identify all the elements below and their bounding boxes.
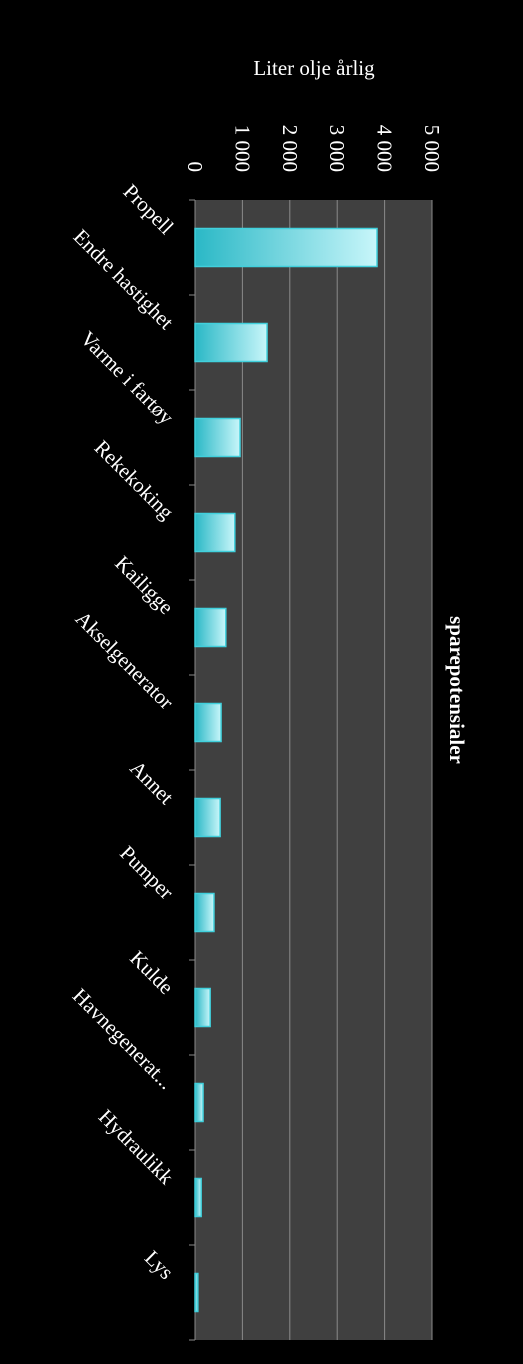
bar [194,892,215,933]
x-tick-label: 4 000 [373,125,397,172]
bar [194,1082,204,1123]
x-tick-label: 2 000 [278,125,302,172]
bar [194,607,227,648]
chart-title: sparepotensialer [445,616,469,764]
bar [194,227,378,268]
x-tick-label: 0 [183,162,207,173]
x-tick-label: 3 000 [325,125,349,172]
bar [194,322,268,363]
x-tick-label: 1 000 [230,125,254,172]
bar [194,702,222,743]
plot-area [195,200,432,1340]
bar [194,512,236,553]
bar [194,797,221,838]
axis-label: Liter olje årlig [253,56,375,80]
bar [194,1272,199,1313]
bar [194,417,241,458]
x-tick-label: 5 000 [420,125,444,172]
bar [194,1177,202,1218]
bar [194,987,211,1028]
